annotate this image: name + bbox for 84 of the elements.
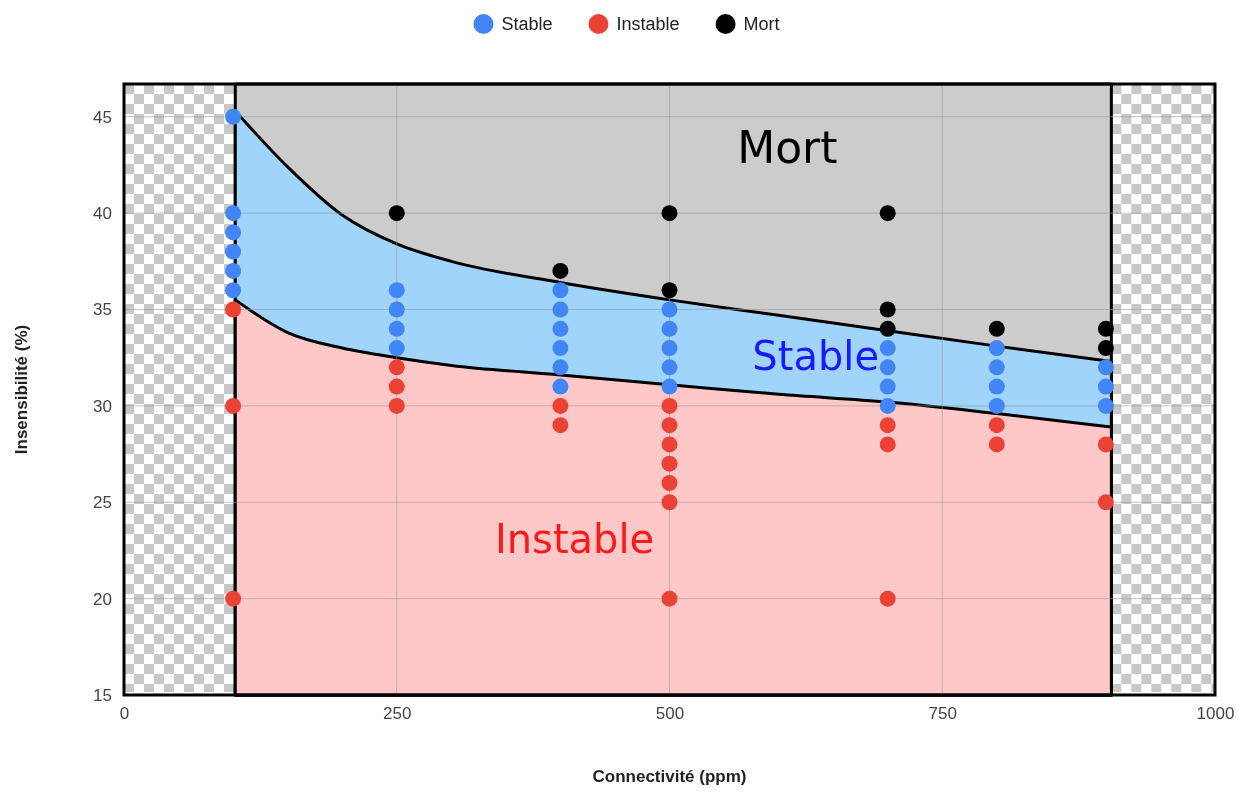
y-tick-label: 30 xyxy=(93,396,112,416)
point xyxy=(552,417,569,434)
point xyxy=(552,262,569,279)
y-axis-title: Insensibilité (%) xyxy=(12,324,31,455)
y-tick-label: 40 xyxy=(93,204,112,224)
point xyxy=(388,282,405,299)
point xyxy=(552,397,569,414)
point xyxy=(988,359,1005,376)
point xyxy=(225,590,242,607)
point xyxy=(661,436,678,453)
annotation: Stable xyxy=(752,332,880,379)
point xyxy=(225,224,242,241)
point xyxy=(388,320,405,337)
point xyxy=(988,320,1005,337)
point xyxy=(388,359,405,376)
point xyxy=(661,320,678,337)
point xyxy=(388,397,405,414)
x-tick-label: 250 xyxy=(383,704,412,724)
point xyxy=(879,378,896,395)
point xyxy=(879,417,896,434)
point xyxy=(661,301,678,318)
point xyxy=(988,378,1005,395)
point xyxy=(988,436,1005,453)
point xyxy=(661,474,678,491)
point xyxy=(879,397,896,414)
x-axis-title: Connectivité (ppm) xyxy=(592,767,747,786)
y-tick-label: 25 xyxy=(93,493,112,513)
point xyxy=(879,590,896,607)
point xyxy=(552,282,569,299)
point xyxy=(388,378,405,395)
point xyxy=(661,417,678,434)
point xyxy=(661,359,678,376)
x-tick-label: 1000 xyxy=(1196,704,1235,724)
point xyxy=(988,340,1005,357)
y-tick-label: 15 xyxy=(93,685,112,705)
x-tick-label: 0 xyxy=(119,704,130,724)
point xyxy=(552,320,569,337)
point xyxy=(1097,340,1114,357)
point xyxy=(879,340,896,357)
point xyxy=(1097,436,1114,453)
point xyxy=(552,340,569,357)
point xyxy=(661,205,678,222)
point xyxy=(225,282,242,299)
legend-label: Instable xyxy=(616,14,680,34)
point xyxy=(661,378,678,395)
point xyxy=(1097,320,1114,337)
point xyxy=(225,397,242,414)
annotation: Instable xyxy=(494,516,655,563)
point xyxy=(661,494,678,511)
point xyxy=(225,262,242,279)
point xyxy=(225,301,242,318)
point xyxy=(388,340,405,357)
legend-label: Stable xyxy=(501,14,553,34)
point xyxy=(879,436,896,453)
point xyxy=(1097,378,1114,395)
point xyxy=(225,108,242,125)
point xyxy=(225,205,242,222)
point xyxy=(552,378,569,395)
x-tick-label: 500 xyxy=(655,704,685,724)
point xyxy=(879,320,896,337)
point xyxy=(388,301,405,318)
y-tick-label: 35 xyxy=(93,300,112,320)
point xyxy=(879,205,896,222)
point xyxy=(988,397,1005,414)
annotation: Mort xyxy=(737,122,838,174)
legend-label: Mort xyxy=(743,14,780,34)
point xyxy=(225,243,242,260)
point xyxy=(1097,359,1114,376)
point xyxy=(388,205,405,222)
point xyxy=(661,590,678,607)
point xyxy=(1097,397,1114,414)
point xyxy=(661,282,678,299)
point xyxy=(552,301,569,318)
x-tick-label: 750 xyxy=(928,704,957,724)
point xyxy=(1097,494,1114,511)
point xyxy=(661,340,678,357)
point xyxy=(988,417,1005,434)
point xyxy=(552,359,569,376)
point xyxy=(661,397,678,414)
point xyxy=(879,301,896,318)
point xyxy=(661,455,678,472)
y-tick-label: 45 xyxy=(93,107,112,127)
point xyxy=(879,359,896,376)
y-tick-label: 20 xyxy=(93,589,112,609)
